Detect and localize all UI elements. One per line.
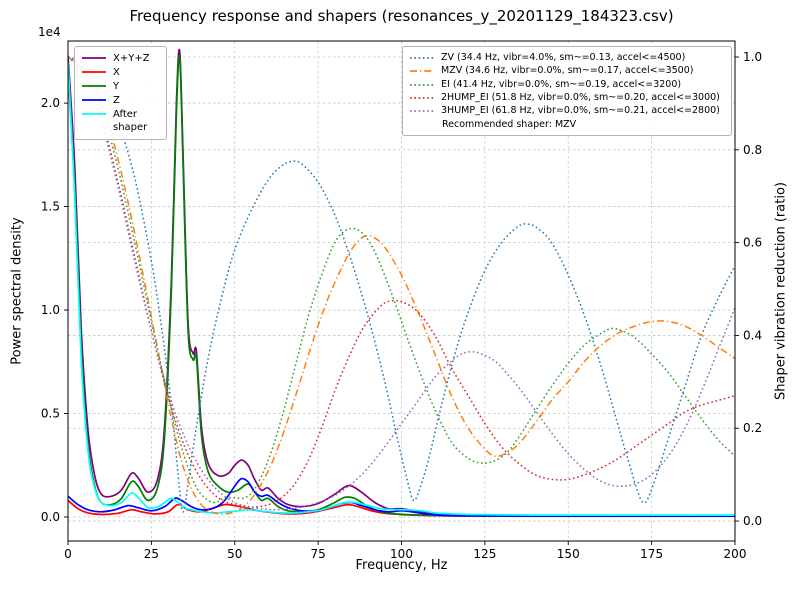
legend-item-label: X (113, 67, 120, 78)
y-right-tick-label: 0.8 (743, 143, 762, 157)
legend-line-swatch (410, 70, 434, 73)
legend-item-label: After shaper (113, 109, 148, 133)
x-tick-label: 125 (473, 547, 496, 561)
y-right-tick-label: 0.2 (743, 421, 762, 435)
x-tick-label: 100 (390, 547, 413, 561)
x-tick-label: 200 (724, 547, 747, 561)
series-ei (68, 56, 735, 504)
y-left-tick-label: 2.0 (41, 96, 60, 110)
x-tick-label: 50 (227, 547, 242, 561)
tick-labels: 0 25 50 75 100 125 150 175 200 0.0 0.5 1.0 1.5 2.0 0.0… (41, 50, 762, 561)
y-right-tick-label: 0.0 (743, 514, 762, 528)
legend-psd: X+Y+Z X Y Z After shaper (74, 46, 167, 140)
x-tick-label: 75 (310, 547, 325, 561)
legend-line-swatch (82, 85, 106, 87)
legend-item: After shaper (81, 108, 157, 134)
legend-item-label: ZV (34.4 Hz, vibr=4.0%, sm~=0.13, accel<… (441, 52, 686, 63)
y-right-tick-label: 0.4 (743, 328, 762, 342)
x-tick-label: 25 (144, 547, 159, 561)
series-y (68, 55, 735, 517)
legend-item: Y (81, 80, 157, 93)
x-tick-label: 150 (557, 547, 580, 561)
chart-title: Frequency response and shapers (resonanc… (129, 7, 674, 25)
legend-item-label: 2HUMP_EI (51.8 Hz, vibr=0.0%, sm~=0.20, … (441, 92, 720, 104)
series-z (68, 477, 735, 517)
legend-line-swatch (82, 99, 106, 101)
series-after-shaper (68, 61, 735, 516)
series-x-y-z (68, 48, 735, 517)
legend-line-swatch (410, 97, 434, 99)
legend-item: Z (81, 94, 157, 107)
y-left-tick-label: 0.5 (41, 407, 60, 421)
y-left-tick-label: 1.5 (41, 200, 60, 214)
legend-item: ZV (34.4 Hz, vibr=4.0%, sm~=0.13, accel<… (409, 52, 725, 64)
y-right-tick-label: 1.0 (743, 50, 762, 64)
legend-line-swatch (82, 113, 106, 115)
legend-item: MZV (34.6 Hz, vibr=0.0%, sm~=0.17, accel… (409, 65, 725, 77)
y-left-tick-label: 0.0 (41, 510, 60, 524)
legend-note: Recommended shaper: MZV (442, 118, 577, 130)
legend-line-swatch (410, 83, 434, 86)
series-3hump-ei (68, 56, 735, 511)
x-axis-label: Frequency, Hz (355, 558, 448, 573)
legend-line-swatch (82, 71, 106, 73)
y-left-tick-label: 1.0 (41, 303, 60, 317)
legend-item-label: Y (113, 81, 120, 92)
legend-shapers: ZV (34.4 Hz, vibr=4.0%, sm~=0.13, accel<… (402, 46, 732, 137)
legend-line-swatch (410, 110, 434, 113)
legend-item: X+Y+Z (81, 52, 157, 65)
legend-item-label: X+Y+Z (113, 53, 150, 64)
series-zv (68, 56, 735, 513)
legend-item-label: Z (113, 95, 120, 106)
legend-item-label: MZV (34.6 Hz, vibr=0.0%, sm~=0.17, accel… (441, 65, 694, 77)
series-mzv (68, 56, 735, 515)
x-tick-label: 175 (640, 547, 663, 561)
y-right-tick-label: 0.6 (743, 236, 762, 250)
x-tick-label: 0 (64, 547, 72, 561)
legend-line-swatch (410, 57, 434, 59)
legend-item: EI (41.4 Hz, vibr=0.0%, sm~=0.19, accel<… (409, 79, 725, 91)
legend-line-swatch (82, 57, 106, 59)
y-axis-multiplier: 1e4 (38, 25, 61, 39)
legend-item: X (81, 66, 157, 79)
legend-item: 3HUMP_EI (61.8 Hz, vibr=0.0%, sm~=0.21, … (409, 105, 725, 117)
legend-item-label: EI (41.4 Hz, vibr=0.0%, sm~=0.19, accel<… (441, 78, 682, 90)
legend-item-label: 3HUMP_EI (61.8 Hz, vibr=0.0%, sm~=0.21, … (441, 105, 720, 117)
axis-ticks (64, 56, 739, 545)
legend-item: 2HUMP_EI (51.8 Hz, vibr=0.0%, sm~=0.20, … (409, 92, 725, 104)
